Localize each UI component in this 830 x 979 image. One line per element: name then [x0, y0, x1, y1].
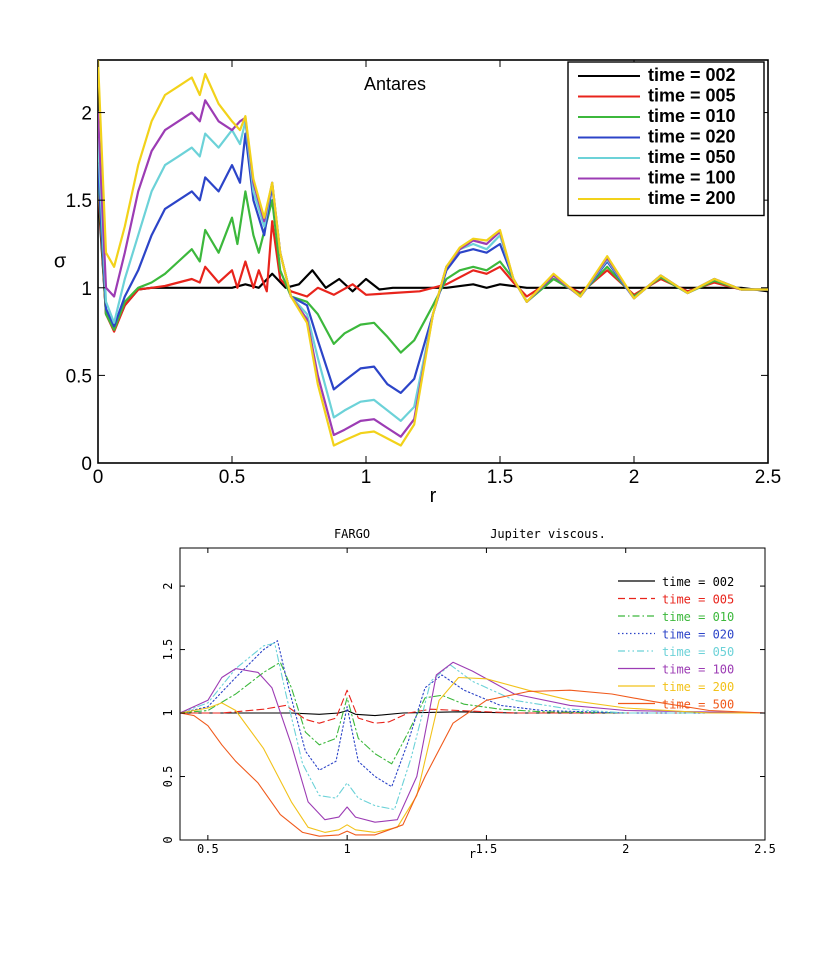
x-tick-label: 1 [344, 842, 351, 856]
legend-label: time = 100 [662, 663, 734, 677]
chart-title: FARGO [334, 527, 370, 541]
legend-label: time = 005 [662, 593, 734, 607]
legend-label: time = 500 [662, 698, 734, 712]
y-tick-label: 0 [161, 836, 175, 843]
legend-label: time = 050 [662, 645, 734, 659]
x-tick-label: 1 [361, 467, 372, 488]
y-tick-label: 1.5 [66, 191, 92, 212]
y-tick-label: 1 [161, 709, 175, 716]
legend-label: time = 200 [648, 188, 736, 208]
series-line-010 [180, 661, 765, 765]
y-tick-label: 1 [81, 279, 92, 300]
chart-title: Antares [364, 74, 426, 94]
x-tick-label: 1.5 [487, 467, 513, 488]
legend-label: time = 050 [648, 147, 736, 167]
series-line-005 [98, 181, 768, 333]
x-tick-label: 2 [622, 842, 629, 856]
x-tick-label: 2.5 [754, 842, 776, 856]
series-line-002 [180, 709, 765, 717]
legend-label: time = 002 [662, 575, 734, 589]
series-line-200 [98, 60, 768, 447]
series-line-100 [180, 661, 765, 823]
legend: time = 002 time = 005 time = 010 time = 020… [618, 575, 734, 712]
y-tick-label: 0.5 [66, 366, 92, 387]
chart-fargo: 0.5 1 1.5 2 2.5 0 0.5 1 1.5 2 FARGO Jupiter viscous… [161, 527, 776, 861]
x-tick-label: 2.5 [755, 467, 781, 488]
chart-subtitle: Jupiter viscous. [490, 527, 606, 541]
y-tick-label: 0 [81, 454, 92, 475]
x-tick-label: 2 [629, 467, 640, 488]
y-tick-label: 1.5 [161, 639, 175, 661]
series-line-200 [180, 676, 765, 833]
legend-label: time = 100 [648, 168, 736, 188]
series-line-500 [180, 689, 765, 837]
series-line-050 [180, 642, 765, 811]
legend-label: time = 002 [648, 65, 736, 85]
x-axis-label: r [430, 485, 437, 507]
chart-antares: 0 0.5 1 1.5 2 2.5 0 0.5 1 1.5 2 Antares r σ time = 002… [54, 59, 781, 507]
y-tick-label: 0.5 [161, 766, 175, 788]
legend-label: time = 010 [648, 106, 736, 126]
legend-label: time = 020 [648, 127, 736, 147]
legend-label: time = 020 [662, 628, 734, 642]
legend-label: time = 200 [662, 680, 734, 694]
legend-label: time = 010 [662, 610, 734, 624]
y-axis-label: σ [54, 251, 67, 273]
x-tick-label: 0.5 [197, 842, 219, 856]
plot-frame [179, 547, 766, 841]
x-axis-label: r [469, 847, 476, 861]
y-tick-label: 2 [81, 104, 92, 125]
x-tick-label: 1.5 [476, 842, 498, 856]
y-tick-label: 2 [161, 582, 175, 589]
plot-frame [97, 59, 769, 464]
legend-label: time = 005 [648, 86, 736, 106]
x-tick-label: 0.5 [219, 467, 245, 488]
x-tick-label: 0 [93, 467, 104, 488]
legend-box [567, 61, 765, 217]
